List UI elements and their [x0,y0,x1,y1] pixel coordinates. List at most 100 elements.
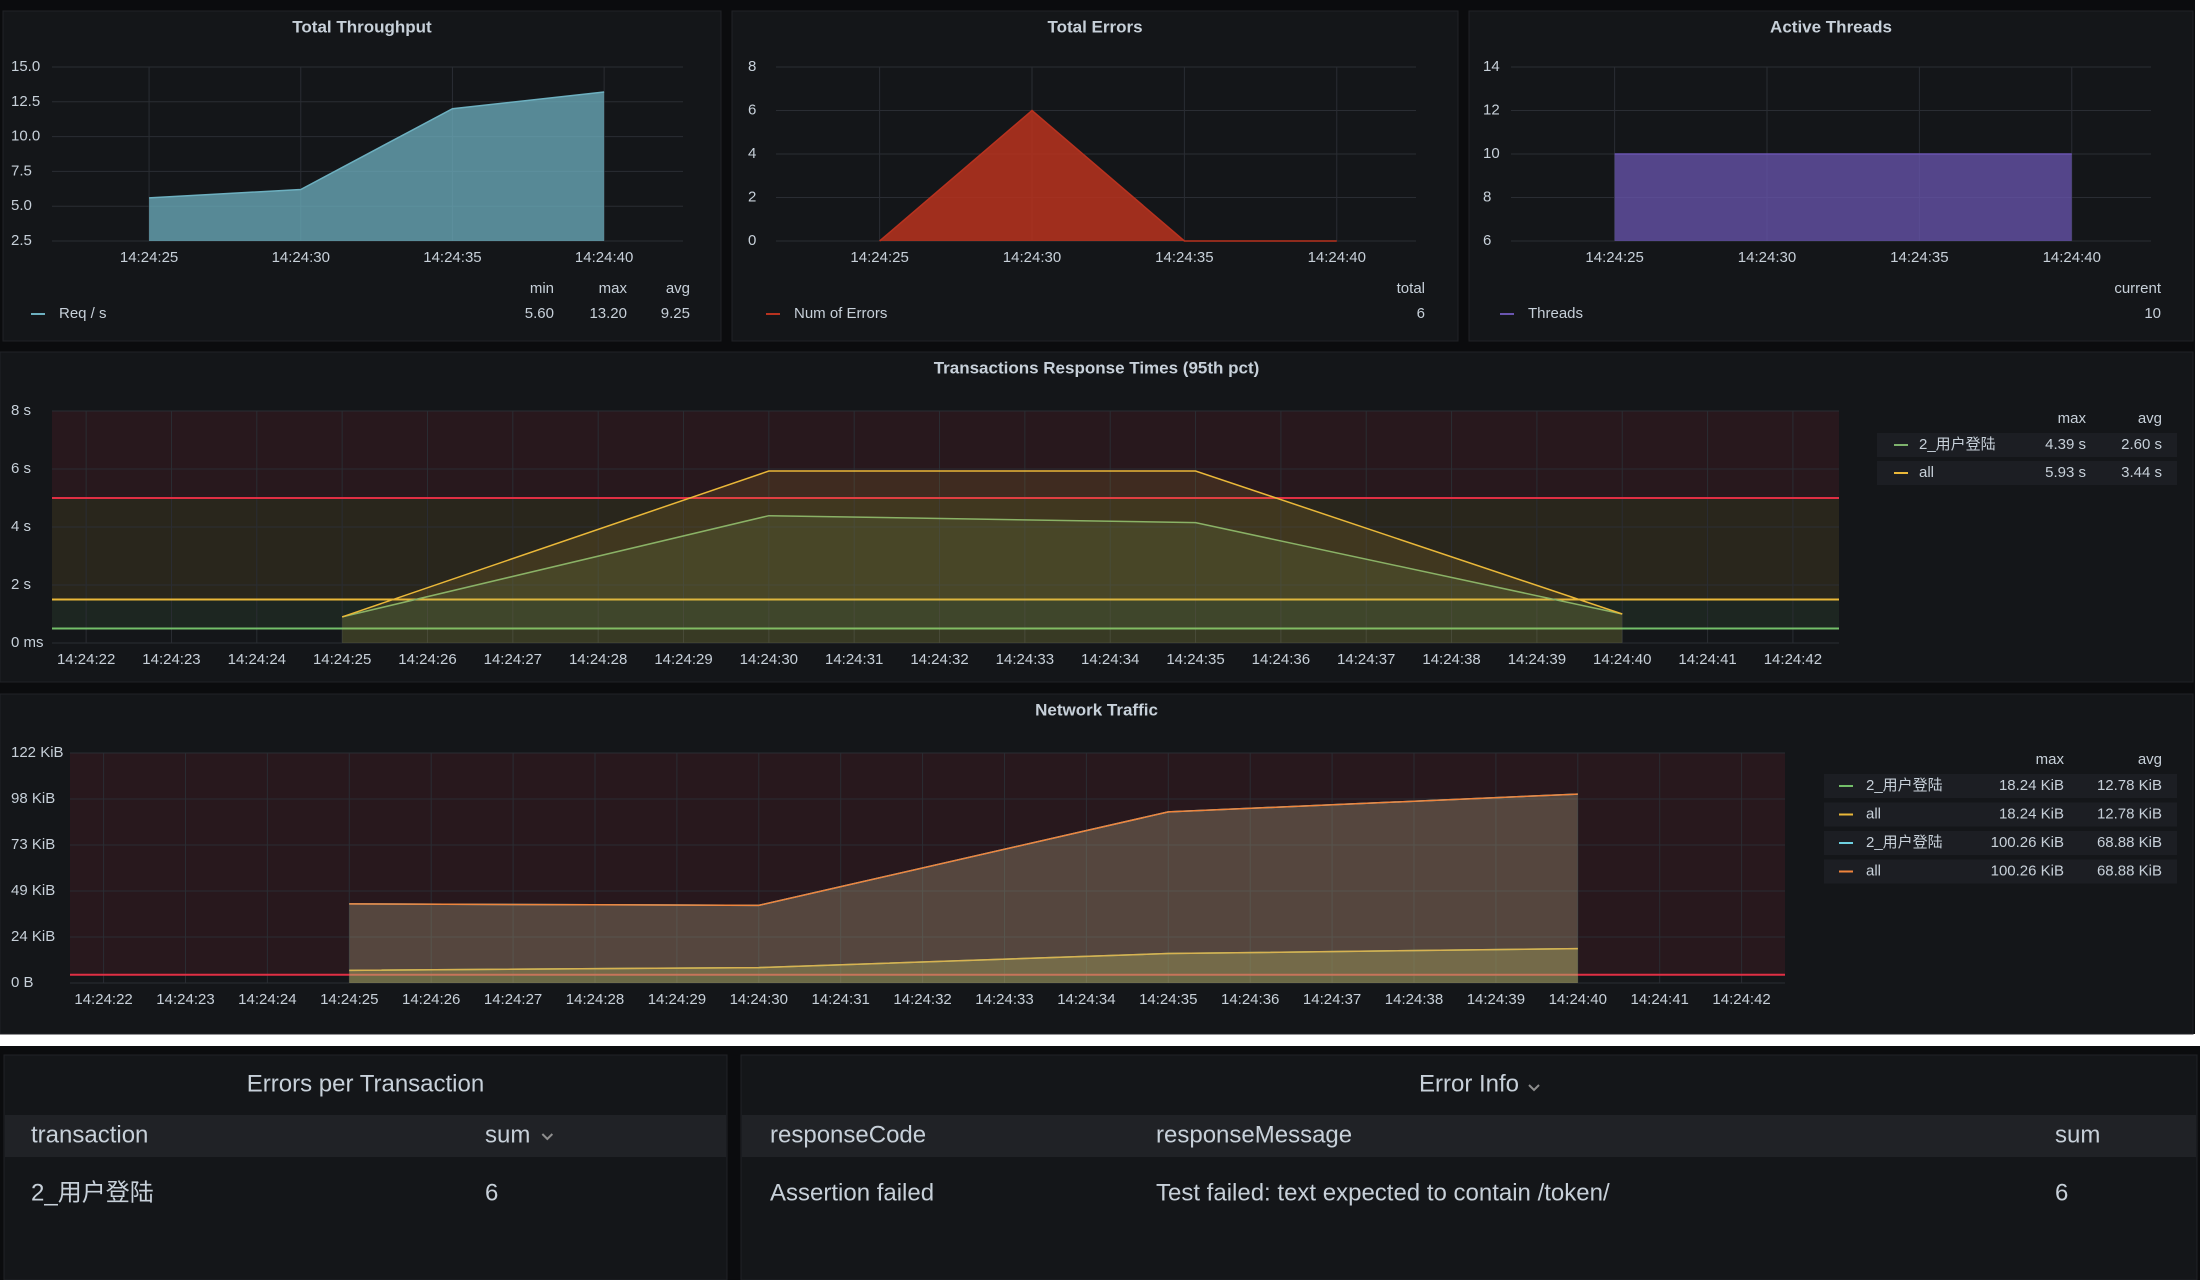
legend-stat: 68.88 KiB [2097,862,2162,879]
table-cell: 6 [2055,1179,2068,1206]
y-tick-label: 2 [748,188,756,205]
y-tick-label: 4 s [11,518,31,535]
separator [0,1034,2200,1046]
x-tick-label: 14:24:30 [272,249,330,266]
legend-stat: 6 [1417,305,1425,322]
legend-stat: 3.44 s [2121,464,2162,481]
series-line [149,91,605,199]
y-tick-label: 73 KiB [11,836,55,853]
area-fill [349,794,1578,983]
chevron-icon [1528,1084,1540,1092]
legend-row-bg [1877,461,2177,485]
table-panel [3,1054,728,1280]
x-tick-label: 14:24:29 [654,651,712,668]
x-tick-label: 14:24:27 [484,991,542,1008]
column-header: transaction [31,1121,148,1148]
x-tick-label: 14:24:40 [1593,651,1651,668]
x-tick-label: 14:24:36 [1221,991,1279,1008]
panel-title: Active Threads [1770,17,1892,36]
threshold-band [52,411,1839,498]
table-cell: Assertion failed [770,1179,934,1206]
x-tick-label: 14:24:23 [142,651,200,668]
y-tick-label: 7.5 [11,162,32,179]
y-tick-label: 8 s [11,402,31,419]
series-line [341,514,1623,618]
y-tick-label: 24 KiB [11,928,55,945]
legend-label: 2_用户登陆 [1919,436,1996,453]
x-tick-label: 14:24:42 [1712,991,1770,1008]
series-line [349,947,1578,972]
y-tick-label: 15.0 [11,58,40,75]
y-tick-label: 0 [748,232,756,249]
y-tick-label: 6 [748,101,756,118]
x-tick-label: 14:24:25 [320,991,378,1008]
legend-header: avg [2138,751,2162,768]
x-tick-label: 14:24:38 [1385,991,1443,1008]
panel [0,351,2194,683]
x-tick-label: 14:24:32 [893,991,951,1008]
table-cell: 6 [485,1179,498,1206]
y-tick-label: 98 KiB [11,790,55,807]
y-tick-label: 5.0 [11,197,32,214]
legend-header: avg [2138,410,2162,427]
edge [2195,0,2200,1034]
x-tick-label: 14:24:24 [228,651,286,668]
x-tick-label: 14:24:39 [1467,991,1525,1008]
y-tick-label: 0 ms [11,634,44,651]
x-tick-label: 14:24:25 [1585,249,1643,266]
legend-stat: 100.26 KiB [1991,862,2064,879]
series-line [341,470,1623,618]
y-tick-label: 6 s [11,460,31,477]
legend-label: 2_用户登陆 [1866,777,1943,794]
x-tick-label: 14:24:41 [1678,651,1736,668]
x-tick-label: 14:24:28 [566,991,624,1008]
legend-row-bg [1824,831,2177,855]
x-tick-label: 14:24:38 [1422,651,1480,668]
series-line [879,109,1337,242]
panel-title: Total Errors [1047,17,1142,36]
legend-stat: 4.39 s [2045,436,2086,453]
y-tick-label: 14 [1483,58,1500,75]
chevron-icon [541,1133,554,1141]
x-tick-label: 14:24:22 [74,991,132,1008]
legend-header: total [1397,280,1425,297]
legend-header: max [2036,751,2065,768]
y-tick-label: 4 [748,145,756,162]
legend-stat: 68.88 KiB [2097,834,2162,851]
threshold-band [52,498,1839,600]
legend-label: Threads [1528,305,1583,322]
x-tick-label: 14:24:35 [1155,249,1213,266]
y-tick-label: 0 B [11,974,34,991]
table-title: Error Info [1419,1070,1519,1097]
x-tick-label: 14:24:28 [569,651,627,668]
column-header: responseMessage [1156,1121,1352,1148]
x-tick-label: 14:24:24 [238,991,296,1008]
legend-stat: 5.93 s [2045,464,2086,481]
y-tick-label: 10.0 [11,128,40,145]
x-tick-label: 14:24:35 [1890,249,1948,266]
x-tick-label: 14:24:30 [1738,249,1796,266]
legend-row-bg [1824,774,2177,798]
x-tick-label: 14:24:34 [1057,991,1115,1008]
x-tick-label: 14:24:40 [575,249,633,266]
legend-stat: 18.24 KiB [1999,777,2064,794]
x-tick-label: 14:24:31 [811,991,869,1008]
table-header-row [5,1115,726,1157]
x-tick-label: 14:24:39 [1508,651,1566,668]
legend-stat: 12.78 KiB [2097,777,2162,794]
x-tick-label: 14:24:25 [850,249,908,266]
legend-stat: 9.25 [661,305,690,322]
y-tick-label: 10 [1483,145,1500,162]
legend-stat: 12.78 KiB [2097,805,2162,822]
x-tick-label: 14:24:31 [825,651,883,668]
x-tick-label: 14:24:33 [996,651,1054,668]
x-tick-label: 14:24:23 [156,991,214,1008]
x-tick-label: 14:24:40 [1308,249,1366,266]
y-tick-label: 2 s [11,576,31,593]
legend-stat: 10 [2144,305,2161,322]
legend-label: all [1919,464,1934,481]
x-tick-label: 14:24:27 [484,651,542,668]
x-tick-label: 14:24:30 [1003,249,1061,266]
